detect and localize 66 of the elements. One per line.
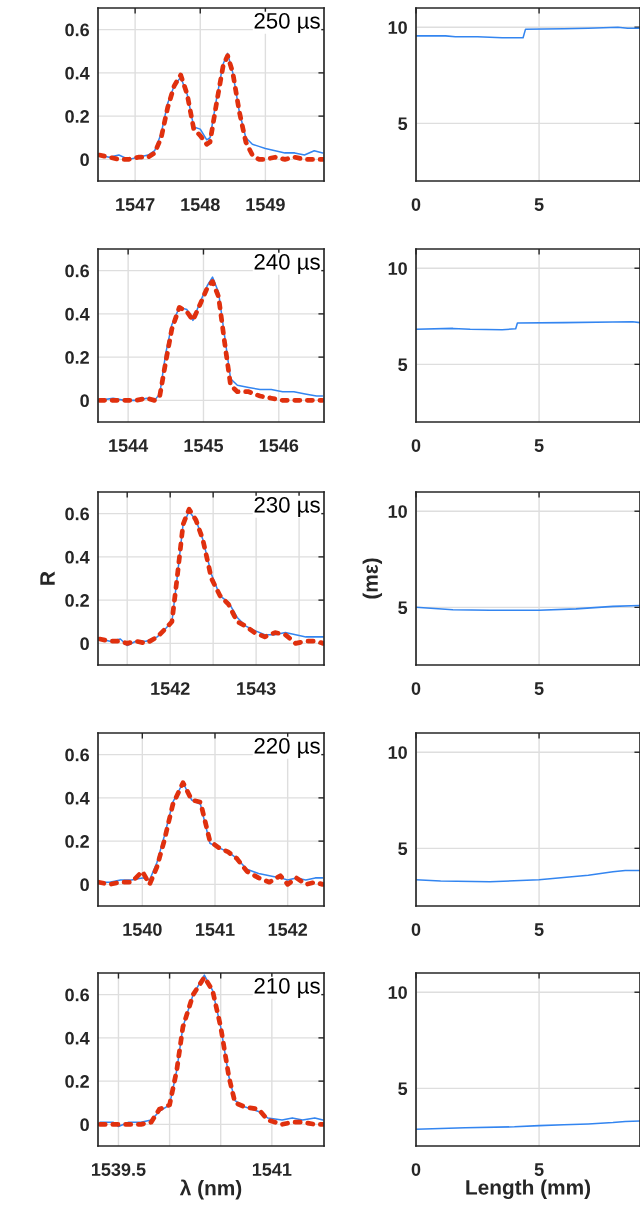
y-tick-label: 10	[388, 986, 407, 999]
y-tick-label: 0.2	[65, 110, 89, 123]
x-tick-label: 1549	[246, 198, 285, 211]
x-tick-label: 0	[411, 1163, 421, 1176]
y-tick-label: 0	[80, 153, 89, 167]
y-tick-label: 0.2	[65, 835, 89, 848]
y-tick-label: 5	[398, 1082, 408, 1096]
x-axis-title: λ (nm)	[179, 1179, 242, 1200]
x-tick-label: 1547	[116, 198, 155, 211]
y-tick-label: 10	[388, 746, 407, 759]
x-tick-label: 1542	[151, 682, 190, 695]
annotation: 210 µs	[254, 977, 320, 999]
x-tick-label: 0	[411, 439, 421, 452]
y-tick-label: 0.6	[65, 23, 90, 37]
x-tick-label: 5	[534, 439, 544, 452]
y-tick-label: 10	[388, 262, 407, 275]
y-tick-label: 0.4	[65, 66, 90, 80]
y-tick-label: 0.6	[65, 264, 90, 278]
y-tick-label: 5	[398, 358, 408, 372]
y-tick-label: 0.4	[65, 550, 90, 564]
annotation: 230 µs	[254, 496, 320, 518]
line-series	[416, 26, 640, 39]
y-tick-label: 0.4	[65, 1031, 90, 1045]
y-axis-title: (mε)	[362, 558, 383, 599]
x-tick-label: 1543	[237, 682, 276, 695]
y-tick-label: 10	[388, 21, 407, 34]
x-tick-label: 1540	[123, 923, 162, 936]
y-tick-label: 0	[80, 878, 89, 892]
y-tick-label: 0.4	[65, 791, 90, 805]
y-tick-label: 0	[80, 637, 89, 651]
x-tick-label: 1541	[252, 1163, 292, 1176]
y-tick-label: 5	[398, 601, 408, 615]
y-tick-label: 5	[398, 117, 408, 131]
y-axis-title: R	[40, 571, 55, 585]
x-tick-label: 1542	[268, 923, 308, 936]
x-tick-label: 0	[411, 923, 421, 936]
x-tick-label: 1548	[181, 198, 220, 211]
x-tick-label: 5	[534, 682, 544, 695]
line-series	[416, 1120, 640, 1131]
y-tick-label: 0.6	[65, 988, 90, 1002]
y-tick-label: 5	[398, 842, 408, 856]
annotation: 240 µs	[254, 253, 320, 275]
x-tick-label: 1541	[196, 923, 235, 936]
y-tick-label: 0	[80, 394, 89, 408]
x-tick-label: 1544	[109, 439, 149, 452]
annotation: 250 µs	[254, 12, 320, 34]
y-tick-label: 0.2	[65, 1075, 89, 1088]
line-series	[416, 320, 640, 331]
x-tick-label: 1545	[184, 439, 224, 452]
y-tick-label: 0.6	[65, 748, 90, 762]
x-tick-label: 5	[534, 923, 544, 936]
y-tick-label: 0.2	[65, 594, 89, 607]
x-tick-label: 0	[411, 198, 421, 211]
x-axis-title: Length (mm)	[466, 1179, 591, 1200]
y-tick-label: 0.6	[65, 507, 90, 521]
y-tick-label: 0.2	[65, 351, 89, 364]
x-tick-label: 1546	[259, 439, 299, 452]
line-series	[416, 869, 640, 883]
y-tick-label: 0.4	[65, 307, 90, 321]
y-tick-label: 0	[80, 1118, 89, 1132]
x-tick-label: 1539.5	[91, 1163, 146, 1176]
x-tick-label: 0	[411, 682, 421, 695]
annotation: 220 µs	[254, 737, 320, 759]
y-tick-label: 10	[388, 505, 407, 518]
x-tick-label: 5	[534, 1163, 544, 1176]
x-tick-label: 5	[534, 198, 544, 211]
